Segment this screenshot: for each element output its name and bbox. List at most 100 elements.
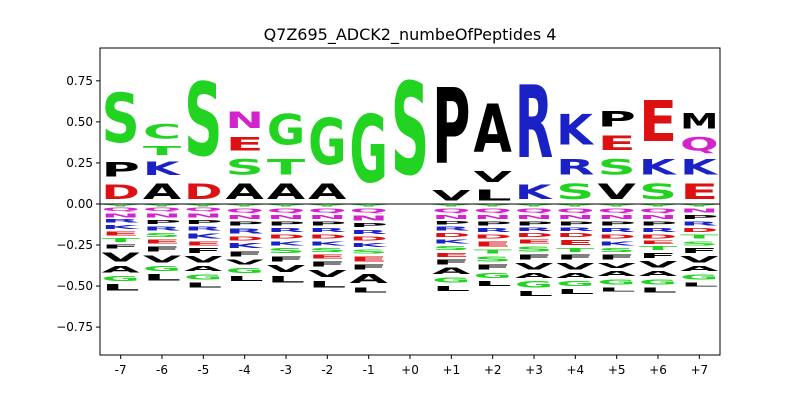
logo-letter-p-neg-+6: P [639, 220, 677, 227]
logo-letter-e-neg-+2: E [474, 240, 512, 248]
logo-letter-f-neg--7: F [102, 244, 140, 250]
logo-letter-y-neg--6: Y [142, 204, 182, 207]
logo-letter-p-neg--6: P [143, 219, 181, 226]
logo-letter-l-neg-+7: L [680, 281, 718, 288]
logo-letter-l-neg--3: L [267, 275, 305, 285]
logo-letter-g-neg-+4: G [556, 279, 594, 287]
logo-letter-g-neg--5: G [184, 273, 222, 281]
logo-letter-l-pos-+2: L [474, 186, 512, 204]
logo-letter-y-neg-+7: Y [679, 204, 719, 207]
logo-letter-l-neg-+4: L [556, 288, 594, 296]
logo-letter-t-neg-+2: T [474, 248, 513, 254]
logo-letter-d-pos--5: D [184, 180, 222, 204]
logo-letter-e-neg-+3: E [515, 239, 553, 245]
logo-letter-v-neg--7: V [102, 250, 140, 265]
logo-letter-e-neg-+1: E [432, 252, 470, 258]
logo-letter-k-neg-+1: K [432, 238, 471, 244]
logo-letter-c-pos--6: C [143, 121, 181, 144]
logo-letter-a-neg--7: A [102, 265, 141, 275]
logo-letter-e-neg--1: E [350, 255, 388, 263]
y-tick-label: 0.00 [66, 197, 93, 211]
logo-letter-f-neg--2: F [308, 260, 346, 268]
logo-letter-v-neg-+4: V [556, 262, 595, 272]
x-tick-label: +5 [608, 363, 626, 377]
logo-letter-e-neg--2: E [308, 253, 346, 259]
logo-letter-s-neg-+2: S [474, 255, 512, 263]
logo-letter-e-neg-+6: E [639, 240, 677, 245]
logo-letter-a-neg-+3: A [515, 271, 554, 279]
logo-letter-d-pos--7: D [102, 182, 140, 205]
logo-letter-s-pos-+5: S [598, 155, 636, 180]
logo-letter-n-neg-+2: N [474, 214, 512, 221]
logo-letter-y-neg--4: Y [225, 204, 265, 207]
logo-letter-s-pos-+0: S [391, 56, 429, 203]
logo-letter-e-neg--5: E [184, 240, 222, 246]
logo-letter-r-neg--5: R [184, 225, 222, 231]
logo-letter-y-neg-+6: Y [638, 204, 678, 207]
logo-letter-a-neg--1: A [350, 271, 388, 286]
x-tick-label: +3 [525, 363, 543, 377]
logo-letter-v-neg--3: V [267, 263, 306, 274]
logo-letter-e-pos-+6: E [639, 90, 677, 155]
logo-letter-y-neg--3: Y [266, 204, 306, 207]
logo-letter-f-neg--3: F [267, 255, 305, 263]
logo-letter-s-neg--1: S [350, 248, 388, 255]
logo-letter-k-pos-+3: K [515, 181, 554, 204]
logo-letter-p-neg--2: P [308, 220, 346, 227]
logo-letter-l-neg--6: L [143, 273, 181, 283]
y-tick-label: −0.75 [56, 320, 93, 334]
logo-letter-a-pos--3: A [267, 180, 306, 204]
logo-letter-l-neg--5: L [184, 281, 222, 289]
logo-letter-p-neg-+2: P [474, 220, 512, 227]
y-tick-label: 0.75 [66, 74, 93, 88]
logo-letter-t-neg-+4: T [556, 247, 595, 253]
logo-letter-f-neg--5: F [184, 247, 222, 255]
logo-letter-t-pos--3: T [267, 155, 305, 179]
logo-letter-p-neg--4: P [226, 220, 264, 227]
logo-letter-k-neg--7: K [102, 224, 141, 230]
x-tick-label: +2 [484, 363, 502, 377]
logo-letter-d-neg-+4: D [556, 232, 594, 239]
logo-letter-e-pos-+5: E [598, 132, 636, 155]
logo-letter-a-neg-+6: A [639, 270, 678, 278]
logo-letter-e-pos-+7: E [680, 180, 718, 204]
logo-letter-v-neg-+6: V [639, 260, 678, 270]
x-tick-label: +6 [649, 363, 667, 377]
logo-letter-r-neg-+3: R [515, 227, 553, 232]
logo-letter-f-neg-+3: F [515, 253, 553, 261]
logo-letter-p-pos-+1: P [432, 68, 470, 188]
logo-letter-q-neg--5: Q [184, 207, 222, 212]
logo-letter-n-neg--7: N [102, 212, 140, 219]
y-tick-label: −0.25 [56, 238, 93, 252]
logo-letter-e-neg--7: E [102, 230, 140, 236]
logo-letter-q-neg--4: Q [226, 207, 264, 214]
logo-letter-s-neg--2: S [308, 247, 346, 254]
logo-letter-s-neg--6: S [143, 232, 181, 239]
logo-letter-g-neg--4: G [226, 266, 264, 274]
logo-letter-e-pos--4: E [226, 133, 264, 154]
logo-letter-d-neg--2: D [308, 233, 346, 240]
logo-letter-d-neg-+3: D [515, 232, 553, 239]
logo-letter-s-neg-+3: S [515, 245, 553, 253]
logo-letter-s-neg--3: S [267, 247, 305, 255]
logo-letter-n-neg-+3: N [515, 214, 553, 221]
y-axis: 0.75 0.50 0.25 0.00 −0.25 −0.50 −0.75 [56, 74, 100, 334]
x-tick-label: -7 [115, 363, 127, 377]
logo-letter-f-neg-+6: F [639, 252, 677, 260]
logo-letter-g-neg-+3: G [515, 280, 553, 290]
logo-letter-l-neg-+5: L [598, 286, 636, 293]
logo-letter-m-pos-+7: M [680, 109, 718, 133]
logo-letter-n-pos--4: N [226, 107, 264, 133]
x-tick-label: +0 [401, 363, 419, 377]
logo-letter-n-neg--1: N [350, 214, 388, 222]
logo-letter-l-neg-+6: L [639, 286, 677, 294]
logo-letter-k-pos-+6: K [639, 155, 678, 180]
logo-letter-q-neg--1: Q [350, 207, 388, 214]
logo-letter-n-neg-+6: N [639, 214, 677, 221]
logo-letter-n-neg-+4: N [556, 214, 594, 221]
logo-letter-n-neg--2: N [308, 214, 346, 221]
logo-letter-r-neg-+1: R [432, 225, 470, 231]
logo-letter-p-neg-+7: P [680, 214, 718, 221]
logo-letter-a-neg-+4: A [556, 271, 595, 279]
